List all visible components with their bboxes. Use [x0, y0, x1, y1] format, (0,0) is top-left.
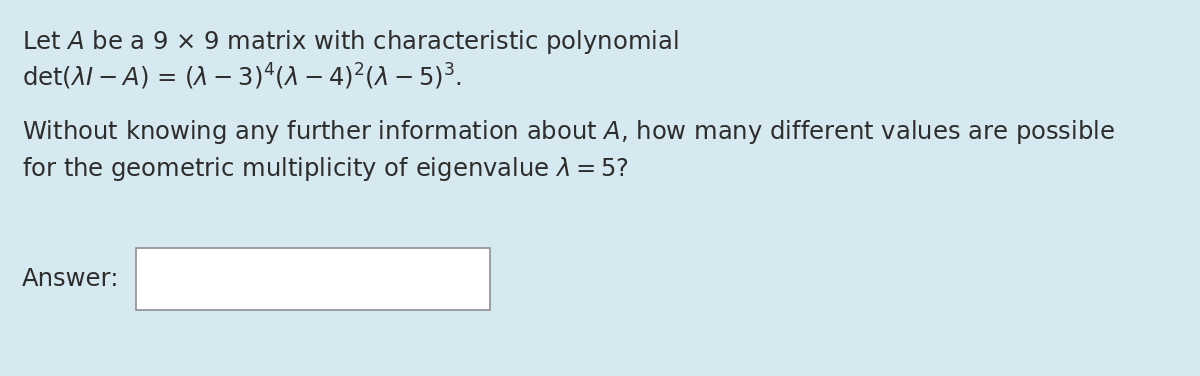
Text: Without knowing any further information about $A$, how many different values are: Without knowing any further information … — [22, 118, 1115, 146]
Text: Answer:: Answer: — [22, 267, 120, 291]
FancyBboxPatch shape — [136, 248, 490, 310]
Text: det($\lambda I - A$) = ($\lambda - 3)^4(\lambda - 4)^2(\lambda - 5)^3$.: det($\lambda I - A$) = ($\lambda - 3)^4(… — [22, 62, 462, 92]
Text: for the geometric multiplicity of eigenvalue $\lambda = 5$?: for the geometric multiplicity of eigenv… — [22, 155, 629, 183]
Text: Let $A$ be a 9 × 9 matrix with characteristic polynomial: Let $A$ be a 9 × 9 matrix with character… — [22, 28, 679, 56]
